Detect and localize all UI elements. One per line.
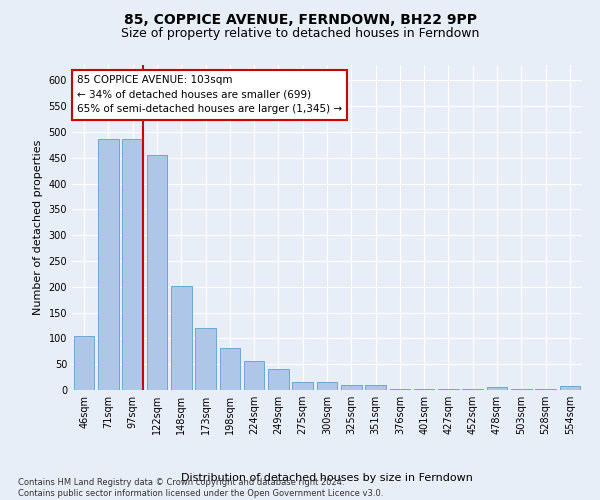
Text: Contains HM Land Registry data © Crown copyright and database right 2024.
Contai: Contains HM Land Registry data © Crown c… (18, 478, 383, 498)
Text: Size of property relative to detached houses in Ferndown: Size of property relative to detached ho… (121, 28, 479, 40)
Bar (98, 139, 119, 390)
Bar (292, 382, 313, 390)
Bar (220, 348, 240, 390)
Bar (560, 386, 580, 390)
X-axis label: Distribution of detached houses by size in Ferndown: Distribution of detached houses by size … (181, 473, 473, 483)
Bar (171, 286, 191, 390)
Bar (268, 370, 289, 390)
Bar (146, 156, 167, 390)
Text: 85 COPPICE AVENUE: 103sqm
← 34% of detached houses are smaller (699)
65% of semi: 85 COPPICE AVENUE: 103sqm ← 34% of detac… (77, 74, 342, 114)
Bar (487, 387, 508, 390)
Bar (195, 328, 216, 390)
Bar (365, 385, 386, 390)
Bar (244, 360, 265, 390)
Y-axis label: Number of detached properties: Number of detached properties (33, 140, 43, 315)
Bar (74, 336, 94, 390)
Text: 85, COPPICE AVENUE, FERNDOWN, BH22 9PP: 85, COPPICE AVENUE, FERNDOWN, BH22 9PP (124, 12, 476, 26)
Bar (317, 382, 337, 390)
Bar (341, 385, 362, 390)
Bar (122, 139, 143, 390)
